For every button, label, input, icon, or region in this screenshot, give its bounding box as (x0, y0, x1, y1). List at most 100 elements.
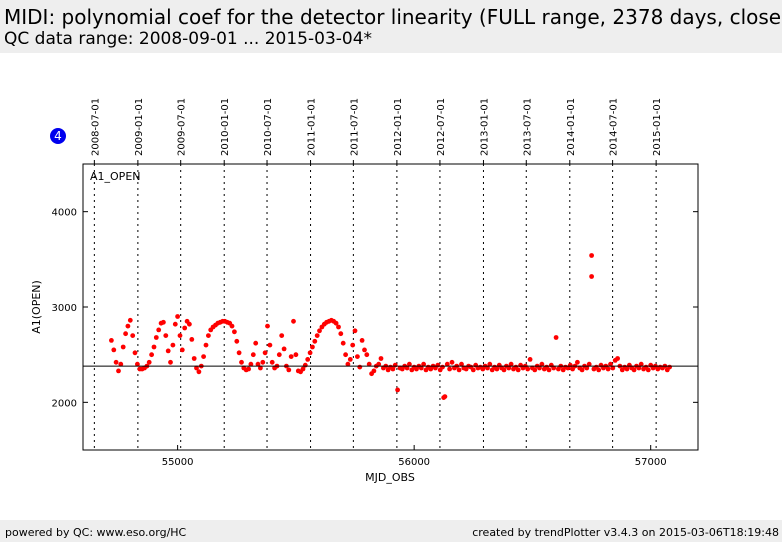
data-point (194, 365, 199, 371)
data-point (111, 347, 117, 353)
data-point (258, 365, 263, 371)
data-point (487, 361, 493, 367)
data-point (364, 352, 370, 358)
date-tick-label: 2011-07-01 (349, 98, 360, 156)
header: MIDI: polynomial coef for the detector l… (0, 0, 782, 53)
data-point (281, 346, 287, 352)
data-point (421, 361, 426, 367)
data-point (196, 369, 202, 375)
data-point (206, 333, 211, 338)
data-point (340, 340, 346, 346)
data-point (291, 318, 296, 324)
data-point (645, 367, 651, 373)
data-point (310, 344, 315, 350)
date-tick-label: 2010-01-01 (220, 98, 231, 156)
data-point (168, 359, 173, 365)
data-point (444, 361, 450, 367)
data-point (459, 361, 464, 367)
data-point (307, 350, 313, 356)
data-point (525, 366, 531, 372)
data-point (343, 352, 348, 358)
data-point (357, 364, 363, 370)
data-point (255, 361, 261, 367)
data-point (404, 365, 410, 371)
data-point (302, 362, 308, 368)
x-axis-label: MJD_OBS (365, 471, 415, 484)
date-gridlines: 2008-07-01 2009-01-01 2009-07-01 2010-01-01… (90, 98, 663, 450)
date-tick-label: 2014-07-01 (609, 98, 620, 156)
data-point (153, 335, 159, 340)
data-point (605, 366, 611, 372)
data-point (269, 359, 275, 365)
date-tick-label: 2012-01-01 (393, 98, 404, 156)
data-point (336, 324, 341, 330)
data-point (118, 361, 124, 367)
data-point (300, 366, 306, 372)
data-point (362, 347, 367, 353)
data-point (177, 333, 183, 338)
data-point (182, 325, 188, 331)
data-point (501, 367, 507, 373)
y-tick-label: 3000 (52, 303, 77, 314)
data-point (338, 331, 344, 337)
data-point (553, 335, 559, 340)
data-point (442, 394, 448, 399)
data-point (376, 361, 382, 367)
data-point (515, 367, 521, 373)
data-point (456, 367, 462, 373)
data-point (149, 352, 155, 358)
data-point (236, 350, 242, 356)
data-point (584, 365, 590, 371)
data-point (109, 338, 114, 343)
date-tick-label: 2009-01-01 (134, 98, 145, 156)
data-point (127, 317, 133, 323)
data-point (232, 329, 237, 335)
data-point (395, 387, 400, 393)
panel-label: A1_OPEN (90, 170, 141, 183)
data-point (350, 342, 356, 348)
data-point (624, 366, 630, 372)
data-point (449, 359, 455, 365)
data-point (187, 321, 192, 327)
data-point (132, 350, 138, 356)
data-point (151, 344, 157, 350)
data-point (123, 331, 128, 337)
axis-ticks: 55000 56000 57000 2000 3000 4000 (52, 208, 698, 468)
data-point (314, 333, 320, 338)
y-axis-label: A1(OPEN) (30, 280, 43, 334)
footer-powered-by[interactable]: powered by QC: www.eso.org/HC (5, 526, 187, 539)
data-point (551, 365, 557, 371)
data-point (589, 253, 594, 258)
data-point (116, 368, 121, 374)
data-point (575, 359, 580, 365)
data-point (262, 350, 268, 356)
data-point (113, 359, 119, 365)
data-point (347, 357, 353, 362)
badge-circle[interactable] (50, 128, 66, 144)
data-point (125, 323, 131, 329)
data-point (234, 338, 240, 344)
data-point (371, 368, 377, 374)
data-point (631, 367, 637, 373)
footer: powered by QC: www.eso.org/HC created by… (0, 520, 782, 542)
data-point (589, 274, 594, 279)
data-point (276, 352, 282, 358)
data-point (638, 361, 644, 367)
data-point (165, 348, 171, 354)
data-point (418, 365, 424, 371)
badge-number[interactable]: 4 (54, 129, 62, 143)
data-point (250, 352, 256, 358)
data-point (440, 364, 445, 370)
data-point (265, 323, 270, 329)
data-point (532, 367, 538, 373)
data-point (333, 320, 339, 326)
data-point (253, 340, 259, 346)
data-point (359, 338, 365, 343)
data-point (610, 365, 616, 371)
data-point (636, 365, 642, 371)
date-tick-label: 2009-07-01 (177, 98, 188, 156)
data-point (305, 357, 311, 362)
data-point (172, 321, 178, 327)
data-point (579, 367, 585, 373)
